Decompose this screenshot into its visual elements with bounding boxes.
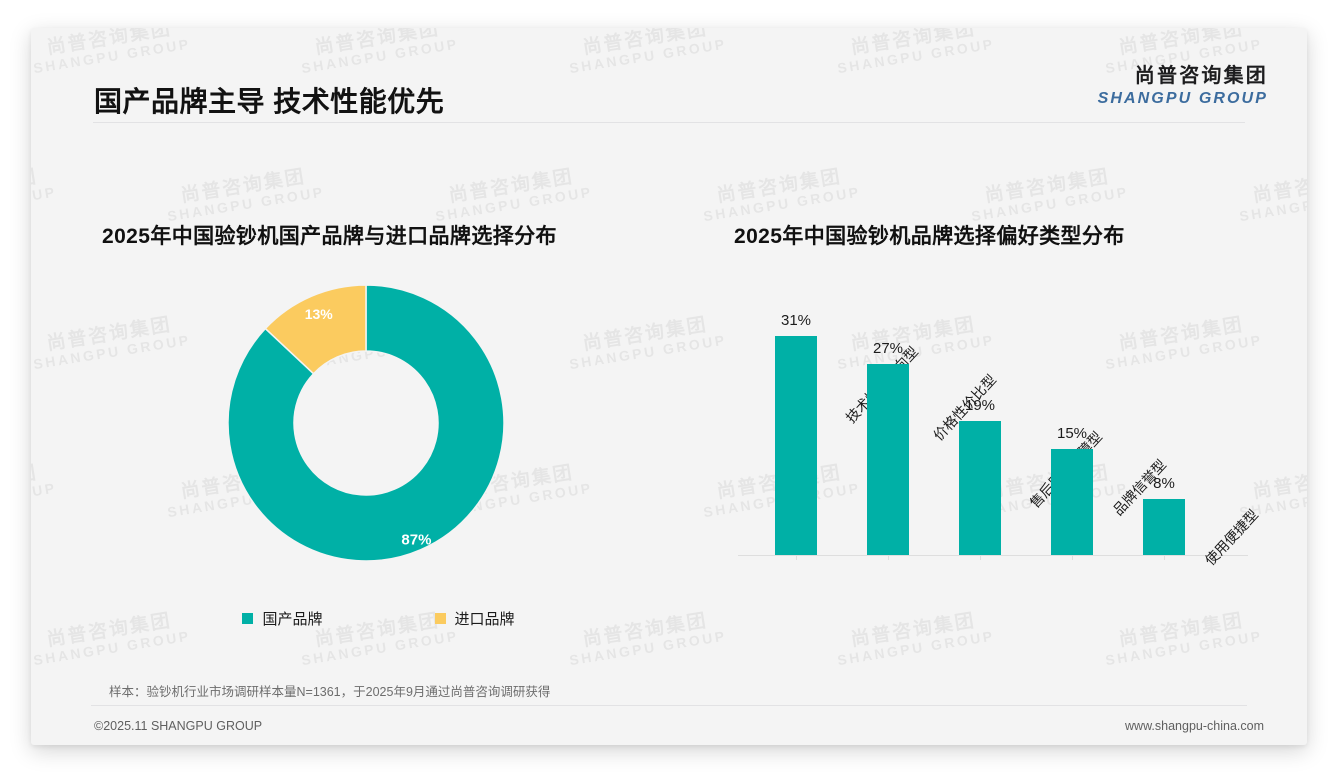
bar[interactable] — [867, 364, 909, 555]
bar-group: 27% 价格性价比型 — [842, 340, 999, 560]
bar-value-label: 8% — [1153, 474, 1175, 492]
footer-copyright: ©2025.11 SHANGPU GROUP — [94, 719, 263, 733]
bar-chart-baseline — [738, 555, 1248, 556]
bar-value-label: 31% — [780, 312, 812, 330]
source-note: 样本：验钞机行业市场调研样本量N=1361，于2025年9月通过尚普咨询调研获得 — [109, 685, 551, 699]
bar-group: 19%售后服务保障型 — [934, 397, 1105, 560]
axis-tick — [1072, 555, 1073, 560]
donut-svg: 87% 13% — [227, 284, 505, 562]
donut-slice[interactable] — [264, 284, 367, 375]
bar-chart-title: 2025年中国验钞机品牌选择偏好类型分布 — [734, 225, 1125, 248]
slide-header: 国产品牌主导 技术性能优先 尚普咨询集团 SHANGPU GROUP — [31, 28, 1307, 123]
donut-chart-title: 2025年中国验钞机国产品牌与进口品牌选择分布 — [102, 225, 557, 248]
legend-label: 国产品牌 — [262, 611, 323, 628]
donut-slice-label-1: 13% — [305, 306, 334, 322]
donut-slice-label-0: 87% — [401, 532, 431, 549]
donut-chart: 87% 13% — [221, 278, 511, 568]
bar-group: 31%技术性能导向型 — [750, 312, 921, 560]
bar-value-label: 19% — [964, 396, 996, 414]
footer-divider — [91, 705, 1247, 706]
header-divider — [93, 122, 1245, 123]
bar-group: 15% 品牌信誉型 — [1026, 425, 1169, 560]
donut-legend: 国产品牌 进口品牌 — [71, 608, 686, 629]
axis-tick — [1164, 555, 1165, 560]
bar[interactable] — [1051, 449, 1093, 555]
legend-label: 进口品牌 — [454, 611, 515, 628]
bar-category-label: 使用便捷型 — [1201, 505, 1262, 569]
logo-english-text: SHANGPU GROUP — [1097, 90, 1268, 107]
bar-group: 8% 使用便捷型 — [1118, 475, 1261, 568]
donut-chart-panel: 2025年中国验钞机国产品牌与进口品牌选择分布 87% 13% 国产品牌 进口品牌 — [71, 188, 686, 668]
footer-website: www.shangpu-china.com — [1125, 719, 1264, 733]
brand-logo: 尚普咨询集团 SHANGPU GROUP — [1098, 66, 1268, 107]
page-title: 国产品牌主导 技术性能优先 — [94, 86, 445, 117]
slide-footer: ©2025.11 SHANGPU GROUP www.shangpu-china… — [31, 713, 1307, 745]
axis-tick — [888, 555, 889, 560]
legend-item[interactable]: 进口品牌 — [434, 608, 515, 629]
bar[interactable] — [775, 336, 817, 555]
legend-swatch-icon — [434, 613, 446, 624]
slide-canvas: 尚普咨询集团 SHANGPU GROUP 尚普咨询集团 SHANGPU GROUP 尚普… — [31, 28, 1307, 745]
bar[interactable] — [959, 420, 1001, 555]
logo-chinese-text: 尚普咨询集团 — [1134, 65, 1268, 87]
bar-value-label: 27% — [872, 340, 904, 358]
axis-tick — [796, 555, 797, 560]
bar-chart-panel: 2025年中国验钞机品牌选择偏好类型分布 31%技术性能导向型27%价格性价比型… — [696, 188, 1281, 668]
legend-swatch-icon — [242, 613, 254, 624]
bar[interactable] — [1143, 498, 1185, 555]
bar-value-label: 15% — [1056, 425, 1088, 443]
donut-slice[interactable] — [227, 284, 505, 562]
axis-tick — [980, 555, 981, 560]
legend-item[interactable]: 国产品牌 — [242, 608, 323, 629]
